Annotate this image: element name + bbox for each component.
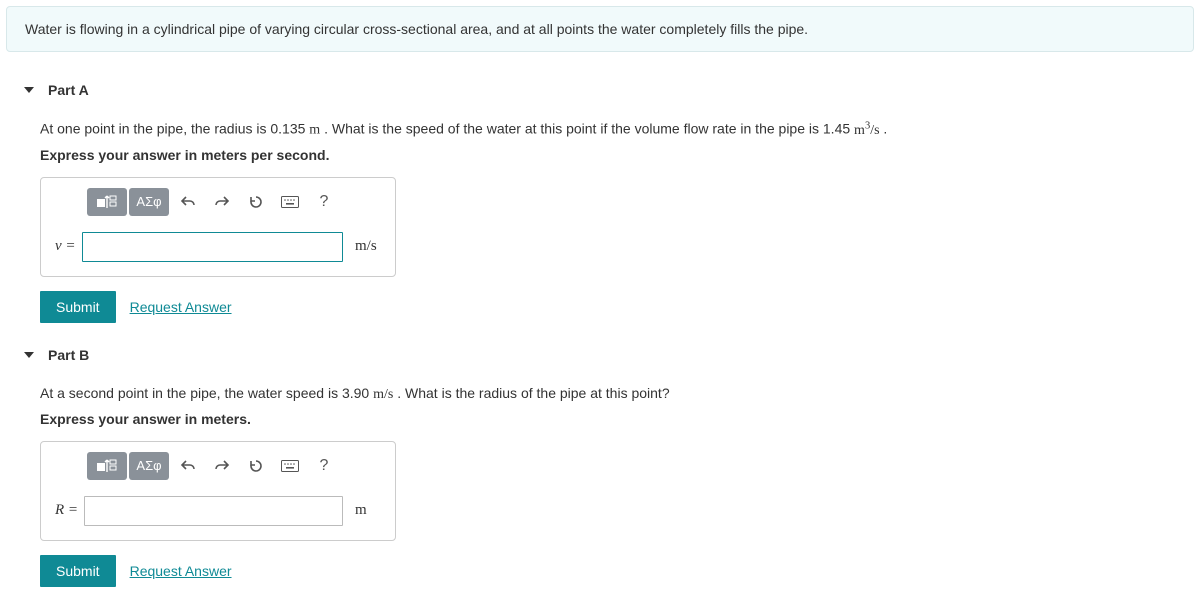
- templates-icon: [96, 194, 118, 210]
- part-b: Part B At a second point in the pipe, th…: [10, 337, 1190, 601]
- part-a-unit: m/s: [355, 238, 385, 255]
- symbols-button[interactable]: ΑΣφ: [129, 452, 169, 480]
- chevron-down-icon: [24, 352, 34, 358]
- part-a-question: At one point in the pipe, the radius is …: [40, 120, 1160, 139]
- part-b-toolbar: ΑΣφ ?: [41, 442, 395, 486]
- part-a-input-row: v = m/s: [41, 222, 395, 276]
- part-b-label: Part B: [48, 347, 89, 363]
- part-b-question: At a second point in the pipe, the water…: [40, 385, 1160, 403]
- part-a-request-answer-link[interactable]: Request Answer: [130, 299, 232, 315]
- reset-button[interactable]: [241, 452, 271, 480]
- part-b-input-row: R = m: [41, 486, 395, 540]
- keyboard-button[interactable]: [275, 452, 305, 480]
- part-b-submit-button[interactable]: Submit: [40, 555, 116, 587]
- part-a-toolbar: ΑΣφ ?: [41, 178, 395, 222]
- intro-text: Water is flowing in a cylindrical pipe o…: [25, 21, 808, 37]
- undo-button[interactable]: [173, 188, 203, 216]
- part-a-variable: v =: [55, 238, 76, 255]
- help-button[interactable]: ?: [309, 452, 339, 480]
- part-a-header[interactable]: Part A: [10, 72, 1190, 108]
- chevron-down-icon: [24, 87, 34, 93]
- symbols-label: ΑΣφ: [136, 458, 161, 473]
- part-a-label: Part A: [48, 82, 89, 98]
- part-a-instruction: Express your answer in meters per second…: [40, 147, 1160, 163]
- part-b-input[interactable]: [84, 496, 343, 526]
- keyboard-icon: [281, 196, 299, 208]
- toolbar-group: ΑΣφ: [87, 188, 169, 216]
- redo-button[interactable]: [207, 188, 237, 216]
- redo-button[interactable]: [207, 452, 237, 480]
- part-b-variable: R =: [55, 502, 78, 519]
- templates-icon: [96, 458, 118, 474]
- part-b-header[interactable]: Part B: [10, 337, 1190, 373]
- keyboard-icon: [281, 460, 299, 472]
- help-label: ?: [320, 457, 329, 475]
- part-b-actions: Submit Request Answer: [40, 555, 1160, 587]
- templates-button[interactable]: [87, 188, 127, 216]
- part-a-answer-box: ΑΣφ ? v =: [40, 177, 396, 277]
- part-b-request-answer-link[interactable]: Request Answer: [130, 563, 232, 579]
- undo-icon: [180, 195, 196, 209]
- part-b-instruction: Express your answer in meters.: [40, 411, 1160, 427]
- part-b-body: At a second point in the pipe, the water…: [10, 373, 1190, 601]
- reset-icon: [248, 458, 264, 474]
- part-a-submit-button[interactable]: Submit: [40, 291, 116, 323]
- reset-button[interactable]: [241, 188, 271, 216]
- part-a: Part A At one point in the pipe, the rad…: [10, 72, 1190, 337]
- symbols-button[interactable]: ΑΣφ: [129, 188, 169, 216]
- part-b-answer-box: ΑΣφ ? R =: [40, 441, 396, 541]
- redo-icon: [214, 195, 230, 209]
- help-button[interactable]: ?: [309, 188, 339, 216]
- part-a-actions: Submit Request Answer: [40, 291, 1160, 323]
- undo-icon: [180, 459, 196, 473]
- help-label: ?: [320, 193, 329, 211]
- templates-button[interactable]: [87, 452, 127, 480]
- redo-icon: [214, 459, 230, 473]
- part-a-input[interactable]: [82, 232, 343, 262]
- reset-icon: [248, 194, 264, 210]
- problem-intro: Water is flowing in a cylindrical pipe o…: [6, 6, 1194, 52]
- toolbar-group: ΑΣφ: [87, 452, 169, 480]
- part-b-unit: m: [355, 502, 385, 519]
- symbols-label: ΑΣφ: [136, 194, 161, 209]
- keyboard-button[interactable]: [275, 188, 305, 216]
- part-a-body: At one point in the pipe, the radius is …: [10, 108, 1190, 337]
- undo-button[interactable]: [173, 452, 203, 480]
